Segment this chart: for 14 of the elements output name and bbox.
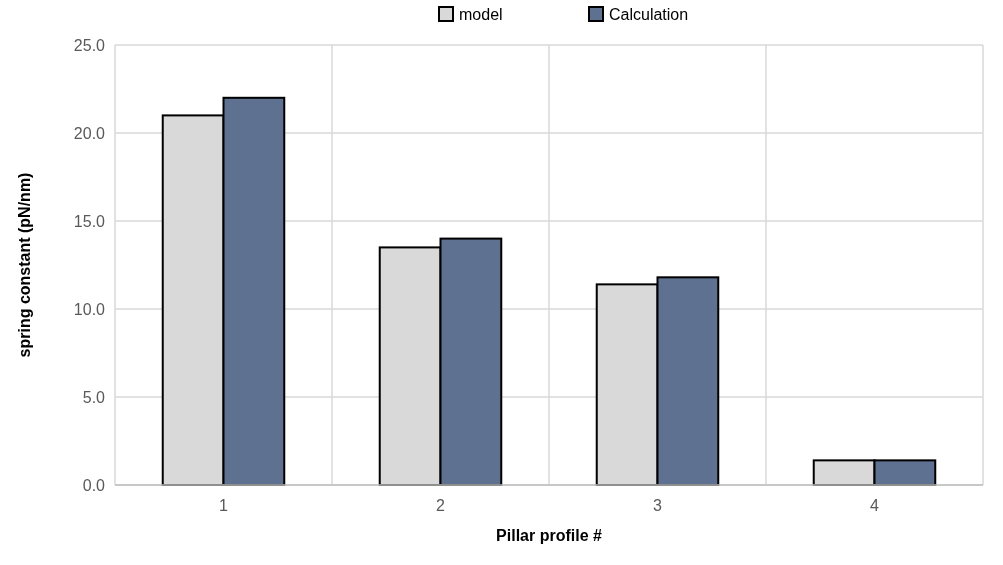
y-axis-title: spring constant (pN/nm) — [16, 172, 33, 358]
y-tick-label: 10.0 — [73, 300, 106, 318]
legend-label: Calculation — [609, 5, 689, 23]
x-tick-label: 2 — [436, 497, 446, 514]
y-tick-label: 5.0 — [82, 388, 106, 406]
y-tick-label: 25.0 — [73, 36, 106, 54]
legend-label: model — [459, 5, 503, 23]
y-tick-label: 0.0 — [82, 476, 106, 494]
x-tick-label: 4 — [870, 497, 880, 514]
x-tick-label: 1 — [219, 497, 229, 514]
y-tick-label: 20.0 — [73, 124, 106, 142]
y-tick-label: 15.0 — [73, 212, 106, 230]
x-axis-title: Pillar profile # — [496, 527, 603, 544]
x-tick-label: 3 — [653, 497, 663, 514]
